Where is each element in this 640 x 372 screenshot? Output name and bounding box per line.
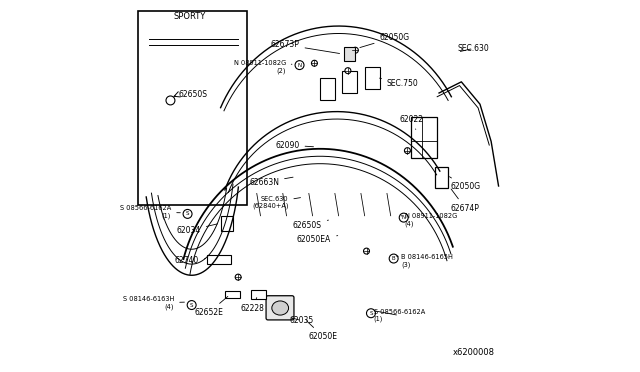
Text: 62663N: 62663N [249,177,293,187]
FancyBboxPatch shape [221,216,232,231]
Text: S 08146-6163H
(4): S 08146-6163H (4) [123,296,184,310]
Text: x6200008: x6200008 [453,348,495,357]
Text: 62674P: 62674P [451,189,480,213]
FancyBboxPatch shape [266,296,294,320]
Text: 62090: 62090 [275,141,314,150]
Circle shape [295,61,304,70]
Text: B 08146-6165H
(3): B 08146-6165H (3) [396,254,453,268]
Text: 62050G: 62050G [360,33,410,48]
FancyBboxPatch shape [138,11,248,205]
Text: 62050E: 62050E [307,321,338,341]
Text: S: S [369,311,372,316]
Text: SEC.630
(62840+A): SEC.630 (62840+A) [252,196,301,209]
Text: N 08911-1082G
(2): N 08911-1082G (2) [234,60,292,74]
Text: 62673P: 62673P [271,40,340,54]
FancyBboxPatch shape [320,78,335,100]
Text: 62035: 62035 [289,316,314,325]
Circle shape [404,148,410,154]
FancyBboxPatch shape [207,255,231,264]
Text: 62050G: 62050G [449,177,481,191]
Text: S 08566-6162A
(1): S 08566-6162A (1) [374,309,425,322]
Text: SEC.630: SEC.630 [458,44,490,53]
Circle shape [353,47,358,53]
FancyBboxPatch shape [365,67,380,89]
Circle shape [312,60,317,66]
Circle shape [183,209,192,218]
FancyBboxPatch shape [251,290,266,299]
Text: 62228: 62228 [241,298,264,313]
Text: 62650S: 62650S [179,90,207,99]
Circle shape [166,96,175,105]
Text: 62740: 62740 [175,256,205,265]
Ellipse shape [272,301,289,315]
Text: N: N [402,215,406,220]
FancyBboxPatch shape [435,167,449,188]
Circle shape [389,254,398,263]
Text: 62652E: 62652E [195,296,228,317]
FancyBboxPatch shape [411,117,437,158]
Text: S: S [190,302,193,308]
FancyBboxPatch shape [225,291,240,298]
FancyBboxPatch shape [342,71,357,93]
Text: 62022: 62022 [400,115,424,129]
Text: 62050EA: 62050EA [297,235,338,244]
Text: N: N [298,62,301,68]
Text: S 08566-6162A
(1): S 08566-6162A (1) [120,205,180,219]
Text: SEC.750: SEC.750 [380,78,419,88]
Text: S: S [186,211,189,217]
Circle shape [399,213,408,222]
Text: SPORTY: SPORTY [173,12,206,21]
Circle shape [367,309,376,318]
FancyBboxPatch shape [344,46,355,61]
Text: B: B [392,256,396,261]
Text: 62034: 62034 [177,224,218,235]
Circle shape [345,68,351,74]
Text: 62650S: 62650S [293,220,328,230]
Text: N 08911-1082G
(4): N 08911-1082G (4) [401,214,457,227]
Circle shape [364,248,369,254]
Circle shape [235,274,241,280]
Circle shape [187,301,196,310]
